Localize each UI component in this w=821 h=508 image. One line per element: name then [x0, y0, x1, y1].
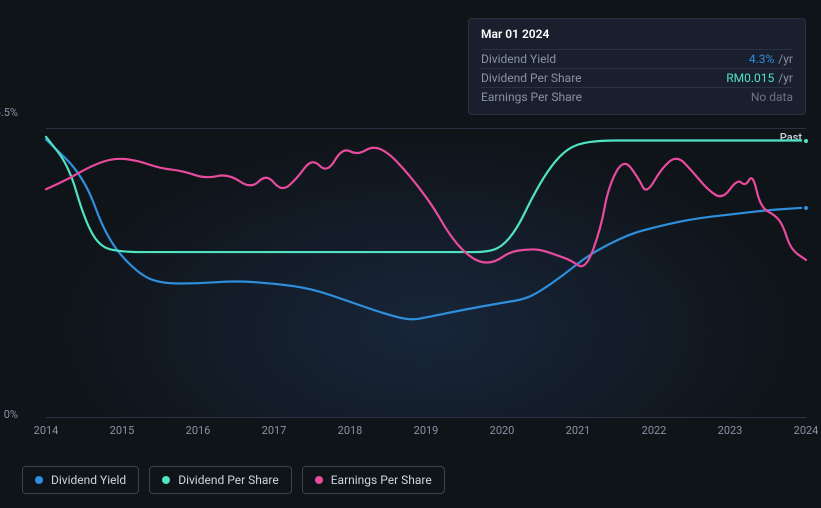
y-axis-max-label: 5.5% [0, 106, 18, 119]
legend-item[interactable]: Dividend Yield [22, 466, 139, 494]
tooltip-row-label: Dividend Yield [481, 52, 556, 66]
tooltip-row-value: RM0.015/yr [726, 71, 793, 85]
x-tick: 2016 [186, 424, 211, 437]
tooltip-row: Earnings Per Share No data [481, 87, 793, 106]
series-end-dot [802, 204, 810, 212]
x-tick: 2022 [642, 424, 667, 437]
legend-item[interactable]: Dividend Per Share [149, 466, 292, 494]
legend-label: Dividend Per Share [178, 473, 279, 487]
x-tick: 2023 [718, 424, 743, 437]
tooltip-row: Dividend Yield 4.3%/yr [481, 49, 793, 68]
x-tick: 2015 [110, 424, 135, 437]
tooltip-rows: Dividend Yield 4.3%/yr Dividend Per Share R… [481, 49, 793, 106]
x-tick: 2019 [414, 424, 439, 437]
chart-lines [46, 129, 806, 417]
x-tick: 2018 [338, 424, 363, 437]
x-tick: 2020 [490, 424, 515, 437]
legend-label: Dividend Yield [51, 473, 126, 487]
x-axis-ticks: 2014201520162017201820192020202120222023… [46, 424, 806, 444]
series-line [46, 137, 806, 252]
x-tick: 2024 [794, 424, 819, 437]
tooltip-date: Mar 01 2024 [481, 27, 793, 45]
series-line [46, 139, 806, 319]
series-line [46, 148, 806, 266]
tooltip-row: Dividend Per Share RM0.015/yr [481, 68, 793, 87]
legend-dot-icon [35, 476, 43, 484]
y-axis-min-label: 0% [4, 408, 18, 421]
legend-dot-icon [162, 476, 170, 484]
dividend-chart: 5.5% 0% Past 201420152016201720182019202… [22, 108, 806, 448]
series-end-dot [802, 137, 810, 145]
chart-tooltip: Mar 01 2024 Dividend Yield4.3%/yrDividen… [468, 18, 806, 115]
legend-dot-icon [315, 476, 323, 484]
x-tick: 2014 [34, 424, 59, 437]
legend-label: Earnings Per Share [331, 473, 432, 487]
plot-area[interactable]: Past [46, 128, 806, 418]
legend-item[interactable]: Earnings Per Share [302, 466, 445, 494]
tooltip-row-value: No data [751, 90, 793, 104]
tooltip-row-label: Dividend Per Share [481, 71, 582, 85]
tooltip-row-value: 4.3%/yr [749, 52, 793, 66]
tooltip-row-label: Earnings Per Share [481, 90, 582, 104]
chart-legend: Dividend Yield Dividend Per Share Earnings… [22, 466, 445, 494]
x-tick: 2021 [566, 424, 591, 437]
x-tick: 2017 [262, 424, 287, 437]
